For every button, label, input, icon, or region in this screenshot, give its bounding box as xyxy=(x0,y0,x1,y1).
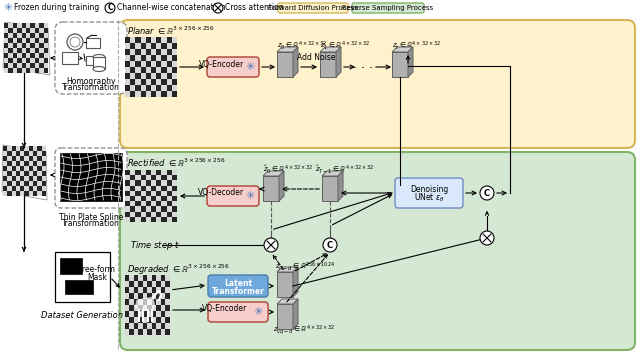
Text: Dataset Generation: Dataset Generation xyxy=(41,311,123,319)
Polygon shape xyxy=(277,272,293,297)
Text: Free-form: Free-form xyxy=(79,265,115,275)
FancyBboxPatch shape xyxy=(120,20,635,148)
Circle shape xyxy=(323,238,337,252)
FancyBboxPatch shape xyxy=(207,57,259,77)
Polygon shape xyxy=(322,176,338,201)
Text: VQ-Encoder: VQ-Encoder xyxy=(200,60,244,68)
Polygon shape xyxy=(392,52,408,77)
Text: Channel-wise concatenation: Channel-wise concatenation xyxy=(117,4,225,12)
Text: Latent: Latent xyxy=(224,279,252,287)
Polygon shape xyxy=(277,52,293,77)
Bar xyxy=(60,153,122,201)
Bar xyxy=(65,280,93,294)
Polygon shape xyxy=(392,47,413,52)
Text: Rectified $\in \mathbb{R}^{3\times256\times256}$: Rectified $\in \mathbb{R}^{3\times256\ti… xyxy=(127,157,225,169)
Text: Time step $t$: Time step $t$ xyxy=(130,239,180,251)
Text: $z_{lt-d} \in \mathbb{R}^{256\times1024}$: $z_{lt-d} \in \mathbb{R}^{256\times1024}… xyxy=(275,261,335,273)
Text: $z_1 \in \mathbb{R}^{4\times32\times32}$: $z_1 \in \mathbb{R}^{4\times32\times32}$ xyxy=(320,40,371,52)
FancyBboxPatch shape xyxy=(208,302,268,322)
Circle shape xyxy=(213,3,223,13)
Text: · · ·: · · · xyxy=(353,61,373,74)
Text: Thin Plate Spline: Thin Plate Spline xyxy=(59,214,123,222)
Text: Homography: Homography xyxy=(67,78,116,86)
Polygon shape xyxy=(293,267,298,297)
FancyBboxPatch shape xyxy=(278,3,348,13)
Circle shape xyxy=(70,37,80,47)
Polygon shape xyxy=(336,47,341,77)
Text: Cross attention: Cross attention xyxy=(225,4,284,12)
Bar xyxy=(86,56,100,65)
Text: Mask: Mask xyxy=(87,273,107,281)
FancyBboxPatch shape xyxy=(55,148,127,208)
Text: C: C xyxy=(107,4,113,12)
Bar xyxy=(93,57,105,69)
Circle shape xyxy=(264,238,278,252)
Polygon shape xyxy=(322,171,343,176)
FancyBboxPatch shape xyxy=(395,178,463,208)
Text: $\hat{z}_{T-1} \in \mathbb{R}^{4\times32\times32}$: $\hat{z}_{T-1} \in \mathbb{R}^{4\times32… xyxy=(315,164,374,176)
Text: Forward Diffusion Process: Forward Diffusion Process xyxy=(268,5,358,11)
Text: C: C xyxy=(327,240,333,250)
Text: Frozen during training: Frozen during training xyxy=(14,4,99,12)
Text: ✳: ✳ xyxy=(245,191,255,201)
Text: Denoising: Denoising xyxy=(410,185,448,193)
Circle shape xyxy=(105,3,115,13)
Text: VQ-Decoder: VQ-Decoder xyxy=(198,189,244,197)
Polygon shape xyxy=(293,47,298,77)
Text: $z_0 \in \mathbb{R}^{4\times32\times32}$: $z_0 \in \mathbb{R}^{4\times32\times32}$ xyxy=(277,40,327,52)
Polygon shape xyxy=(277,47,298,52)
FancyBboxPatch shape xyxy=(55,22,127,94)
Polygon shape xyxy=(408,47,413,77)
Text: $\hat{z}_0 \in \mathbb{R}^{4\times32\times32}$: $\hat{z}_0 \in \mathbb{R}^{4\times32\tim… xyxy=(263,164,314,176)
Circle shape xyxy=(480,186,494,200)
Ellipse shape xyxy=(93,66,105,72)
Text: C: C xyxy=(484,189,490,197)
FancyBboxPatch shape xyxy=(207,186,259,206)
Polygon shape xyxy=(320,52,336,77)
Polygon shape xyxy=(277,267,298,272)
Text: UNet $\varepsilon_\theta$: UNet $\varepsilon_\theta$ xyxy=(413,192,444,204)
Polygon shape xyxy=(279,171,284,201)
Text: $z_{vq-d} \in \mathbb{R}^{4\times32\times32}$: $z_{vq-d} \in \mathbb{R}^{4\times32\time… xyxy=(273,323,335,337)
Polygon shape xyxy=(277,304,293,329)
Polygon shape xyxy=(263,176,279,201)
Bar xyxy=(86,38,100,48)
Text: $z_t \in \mathbb{R}^{4\times32\times32}$: $z_t \in \mathbb{R}^{4\times32\times32}$ xyxy=(392,40,441,52)
Bar xyxy=(62,52,78,64)
Text: ✳: ✳ xyxy=(245,62,255,72)
Text: ✳: ✳ xyxy=(3,3,12,13)
Circle shape xyxy=(67,34,83,50)
Text: ✳: ✳ xyxy=(253,307,262,317)
Text: VQ-Encoder: VQ-Encoder xyxy=(202,305,248,313)
Polygon shape xyxy=(135,297,155,311)
Bar xyxy=(55,252,110,302)
Polygon shape xyxy=(320,47,341,52)
FancyBboxPatch shape xyxy=(120,152,635,350)
FancyBboxPatch shape xyxy=(208,275,268,297)
Text: Transformation: Transformation xyxy=(62,84,120,92)
Text: Planar $\in \mathbb{R}^{3\times256\times256}$: Planar $\in \mathbb{R}^{3\times256\times… xyxy=(127,25,215,37)
FancyBboxPatch shape xyxy=(352,3,424,13)
Polygon shape xyxy=(277,299,298,304)
Text: Add Noise: Add Noise xyxy=(297,54,335,62)
Text: Transformer: Transformer xyxy=(212,287,264,295)
Polygon shape xyxy=(293,299,298,329)
Polygon shape xyxy=(338,171,343,201)
Bar xyxy=(60,258,82,274)
Polygon shape xyxy=(263,171,284,176)
Text: Degraded $\in \mathbb{R}^{3\times256\times256}$: Degraded $\in \mathbb{R}^{3\times256\tim… xyxy=(127,263,230,277)
Ellipse shape xyxy=(93,54,105,60)
Text: Reverse Sampling Process: Reverse Sampling Process xyxy=(342,5,434,11)
Text: Transformation: Transformation xyxy=(62,220,120,228)
Circle shape xyxy=(480,231,494,245)
